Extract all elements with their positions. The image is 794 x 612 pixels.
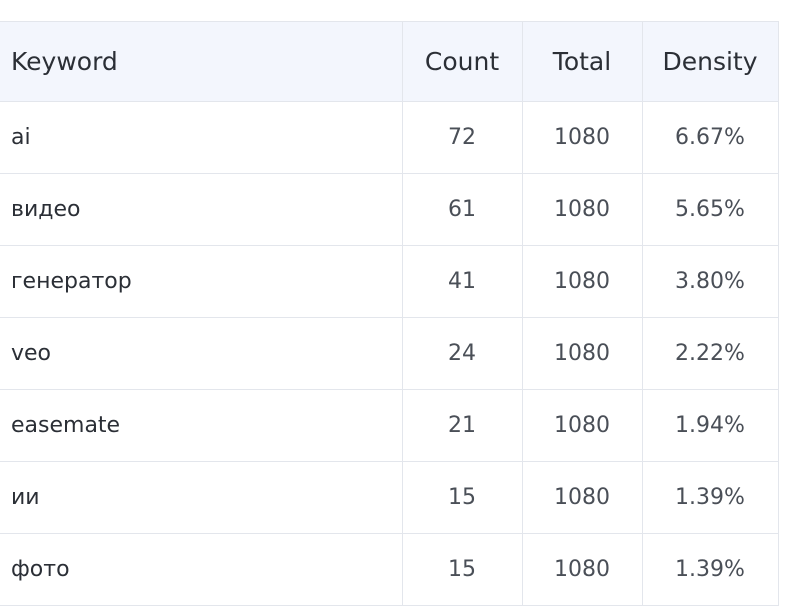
density-cell: 1.39% xyxy=(641,533,778,606)
keyword-cell: ai xyxy=(0,101,402,174)
table-row: veo 24 1080 2.22% xyxy=(0,317,778,390)
table-body: ai 72 1080 6.67% видео 61 1080 5.65% ген… xyxy=(0,101,778,606)
total-cell: 1080 xyxy=(521,461,642,534)
column-header-total[interactable]: Total xyxy=(521,21,642,102)
table-row: ии 15 1080 1.39% xyxy=(0,461,778,534)
keyword-cell: фото xyxy=(0,533,402,606)
keyword-cell: veo xyxy=(0,317,402,390)
keyword-cell: генератор xyxy=(0,245,402,318)
table-row: генератор 41 1080 3.80% xyxy=(0,245,778,318)
table-row: easemate 21 1080 1.94% xyxy=(0,389,778,462)
keyword-density-table: Keyword Count Total Density ai 72 1080 6… xyxy=(0,21,779,606)
table-row: видео 61 1080 5.65% xyxy=(0,173,778,246)
table-row: фото 15 1080 1.39% xyxy=(0,533,778,606)
density-cell: 1.94% xyxy=(641,389,778,462)
keyword-density-table-container: Keyword Count Total Density ai 72 1080 6… xyxy=(0,21,779,606)
column-header-density[interactable]: Density xyxy=(641,21,778,102)
column-header-keyword[interactable]: Keyword xyxy=(0,21,402,102)
keyword-cell: видео xyxy=(0,173,402,246)
total-cell: 1080 xyxy=(521,101,642,174)
count-cell: 21 xyxy=(401,389,522,462)
total-cell: 1080 xyxy=(521,245,642,318)
count-cell: 61 xyxy=(401,173,522,246)
count-cell: 15 xyxy=(401,533,522,606)
count-cell: 15 xyxy=(401,461,522,534)
density-cell: 1.39% xyxy=(641,461,778,534)
total-cell: 1080 xyxy=(521,533,642,606)
count-cell: 72 xyxy=(401,101,522,174)
table-row: ai 72 1080 6.67% xyxy=(0,101,778,174)
count-cell: 41 xyxy=(401,245,522,318)
density-cell: 6.67% xyxy=(641,101,778,174)
density-cell: 5.65% xyxy=(641,173,778,246)
keyword-cell: easemate xyxy=(0,389,402,462)
density-cell: 2.22% xyxy=(641,317,778,390)
header-row: Keyword Count Total Density xyxy=(0,21,778,102)
column-header-count[interactable]: Count xyxy=(401,21,522,102)
count-cell: 24 xyxy=(401,317,522,390)
total-cell: 1080 xyxy=(521,173,642,246)
density-cell: 3.80% xyxy=(641,245,778,318)
table-header: Keyword Count Total Density xyxy=(0,21,778,102)
total-cell: 1080 xyxy=(521,317,642,390)
total-cell: 1080 xyxy=(521,389,642,462)
keyword-cell: ии xyxy=(0,461,402,534)
